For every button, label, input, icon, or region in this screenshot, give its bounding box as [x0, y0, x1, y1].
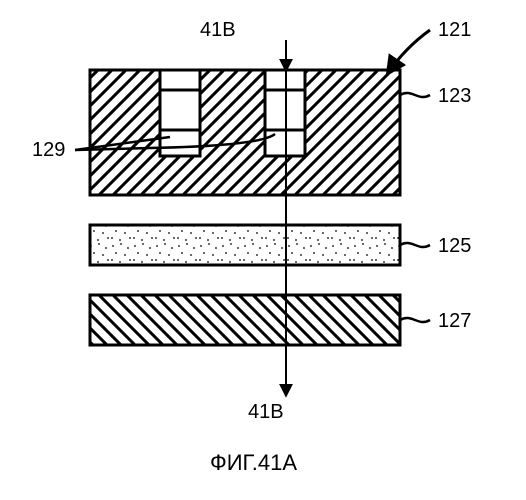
ref-123: 123: [438, 85, 471, 107]
ref-127: 127: [438, 310, 471, 332]
section-label-top: 41B: [200, 19, 236, 41]
middle-block-125: [90, 225, 400, 265]
leader-123: [400, 93, 430, 97]
top-block-123: [90, 70, 400, 195]
ref-121: 121: [438, 19, 471, 41]
leader-127: [400, 318, 430, 322]
leader-121: [388, 30, 430, 73]
section-label-bottom: 41B: [248, 401, 284, 423]
figure-caption: ФИГ.41A: [210, 450, 297, 475]
ref-129: 129: [32, 139, 65, 161]
leader-125: [400, 243, 430, 247]
bottom-block-127: [90, 295, 400, 345]
ref-125: 125: [438, 235, 471, 257]
